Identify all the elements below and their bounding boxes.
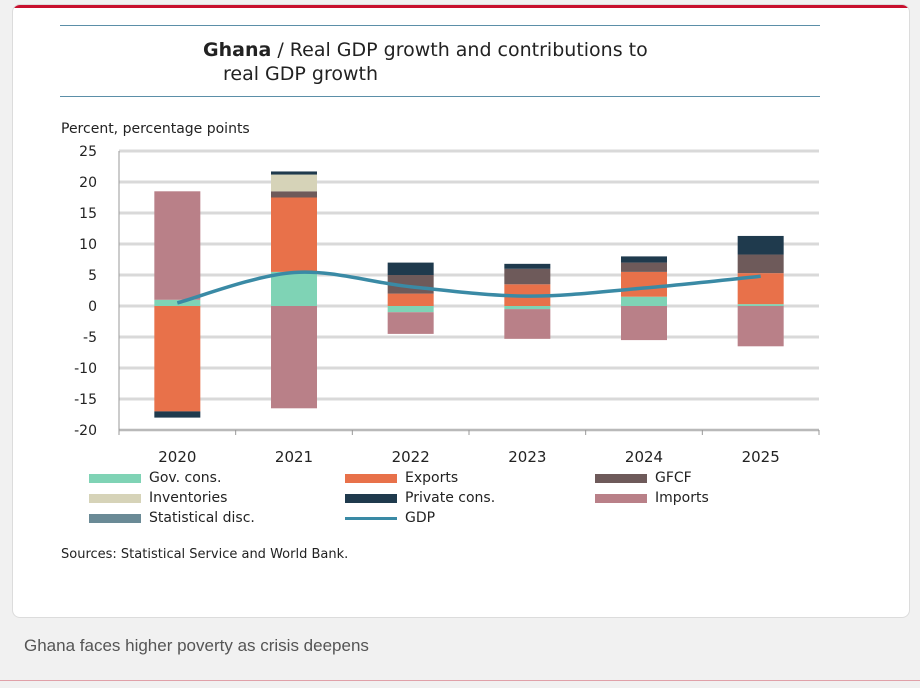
- x-tick-label: 2022: [392, 448, 430, 466]
- legend-swatch: [345, 516, 397, 520]
- x-tick-label: 2023: [508, 448, 546, 466]
- y-axis-label: Percent, percentage points: [61, 121, 250, 137]
- legend-label: Statistical disc.: [149, 510, 255, 526]
- legend-swatch: [89, 493, 141, 503]
- bar-gfcf: [504, 268, 551, 285]
- bar-imports: [504, 309, 551, 339]
- legend-item: Private cons.: [345, 489, 495, 507]
- y-tick-label: 20: [79, 175, 97, 191]
- title-line-2: real GDP growth: [223, 63, 379, 85]
- legend-swatch: [595, 473, 647, 483]
- y-tick-label: -20: [74, 423, 97, 439]
- legend-swatch: [345, 493, 397, 503]
- y-tick-label: 25: [79, 144, 97, 160]
- bar-exports: [271, 197, 317, 272]
- bar-private-cons: [621, 256, 667, 263]
- bar-imports: [387, 312, 434, 334]
- legend-label: Gov. cons.: [149, 470, 222, 486]
- bar-imports: [737, 306, 784, 347]
- chart-card: Ghana / Real GDP growth and contribution…: [12, 4, 910, 618]
- x-tick-label: 2024: [625, 448, 663, 466]
- legend-swatch: [595, 493, 647, 503]
- title-bottom-rule: [60, 96, 820, 97]
- bar-gfcf: [621, 262, 667, 272]
- legend-swatch: [89, 473, 141, 483]
- bar-gfcf: [271, 191, 317, 198]
- y-tick-label: -10: [74, 361, 97, 377]
- source-note: Sources: Statistical Service and World B…: [61, 547, 349, 562]
- legend-label: Imports: [655, 490, 709, 506]
- legend-item: GFCF: [595, 469, 692, 487]
- legend-label: Exports: [405, 470, 459, 486]
- legend-item: Exports: [345, 469, 458, 487]
- bar-exports: [621, 271, 667, 297]
- bar-private-cons: [737, 235, 784, 255]
- bar-gov-cons: [387, 306, 434, 313]
- legend-label: Private cons.: [405, 490, 496, 506]
- x-tick-label: 2020: [158, 448, 196, 466]
- bar-exports: [154, 306, 201, 412]
- bar-imports: [271, 306, 317, 409]
- legend-item: Inventories: [89, 489, 227, 507]
- legend-label: GDP: [405, 510, 436, 526]
- legend-item: GDP: [345, 509, 435, 527]
- gdp-line: [176, 270, 761, 305]
- bar-private-cons: [387, 262, 434, 275]
- bar-gov-cons: [504, 306, 551, 310]
- legend-label: GFCF: [655, 470, 692, 486]
- legend-swatch: [345, 473, 397, 483]
- bar-gov-cons: [271, 271, 317, 306]
- y-tick-label: -5: [83, 330, 97, 346]
- bar-gov-cons: [737, 304, 784, 306]
- y-tick-label: 5: [88, 268, 97, 284]
- legend-item: Imports: [595, 489, 709, 507]
- bar-exports: [387, 293, 434, 306]
- y-tick-label: -15: [74, 392, 97, 408]
- top-accent-bar: [13, 5, 909, 8]
- legend-item: Gov. cons.: [89, 469, 221, 487]
- chart-title: Ghana / Real GDP growth and contribution…: [203, 38, 823, 86]
- bar-inventories: [271, 174, 317, 192]
- legend-item: Statistical disc.: [89, 509, 255, 527]
- bar-private-cons: [154, 411, 201, 418]
- legend-label: Inventories: [149, 490, 228, 506]
- title-text: / Real GDP growth and contributions to: [271, 39, 648, 61]
- bar-gfcf: [737, 254, 784, 274]
- x-tick-label: 2025: [742, 448, 780, 466]
- title-country: Ghana: [203, 39, 272, 61]
- bar-private-cons: [271, 171, 317, 175]
- image-caption: Ghana faces higher poverty as crisis dee…: [24, 636, 369, 655]
- bar-private-cons: [504, 263, 551, 269]
- y-tick-label: 15: [79, 206, 97, 222]
- legend-swatch: [89, 513, 141, 523]
- chart-plot: 25 20 15 10 5 0 -5 -10 -15 -20 2020 2021 2022 2023 202…: [74, 144, 820, 466]
- y-tick-label: 0: [88, 299, 97, 315]
- bar-imports: [621, 306, 667, 341]
- y-tick-label: 10: [79, 237, 97, 253]
- bar-imports: [154, 191, 201, 300]
- caption-divider: [0, 680, 920, 681]
- title-top-rule: [60, 25, 820, 26]
- bar-gov-cons: [621, 296, 667, 306]
- x-tick-label: 2021: [275, 448, 313, 466]
